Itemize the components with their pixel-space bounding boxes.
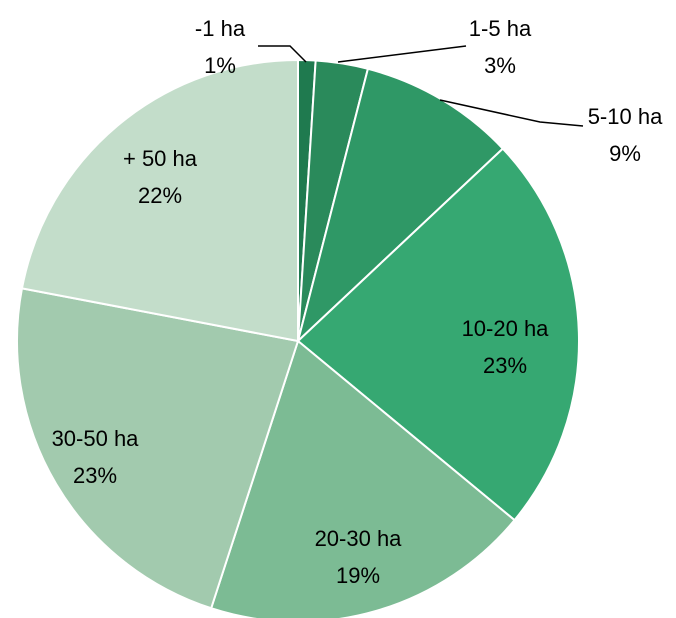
slice-percent: 22% xyxy=(138,183,182,208)
slice-percent: 1% xyxy=(204,53,236,78)
slice-percent: 23% xyxy=(73,463,117,488)
leader-line xyxy=(258,45,307,63)
leader-line xyxy=(439,99,584,127)
slice-percent: 9% xyxy=(609,141,641,166)
slice-label: -1 ha xyxy=(195,16,246,41)
pie-slice xyxy=(296,67,505,345)
pie-slice xyxy=(16,287,300,610)
slice-label: 30-50 ha xyxy=(52,426,140,451)
slice-label: 5-10 ha xyxy=(588,104,663,129)
slice-label: 20-30 ha xyxy=(315,526,403,551)
slice-label: 10-20 ha xyxy=(462,316,550,341)
slice-percent: 3% xyxy=(484,53,516,78)
slice-percent: 23% xyxy=(483,353,527,378)
slice-label: + 50 ha xyxy=(123,146,198,171)
pie-slice xyxy=(209,339,516,618)
leader-line xyxy=(337,45,467,63)
pie-slice xyxy=(20,58,299,343)
slice-label: 1-5 ha xyxy=(469,16,532,41)
slice-percent: 19% xyxy=(336,563,380,588)
pie-slice xyxy=(296,147,580,522)
